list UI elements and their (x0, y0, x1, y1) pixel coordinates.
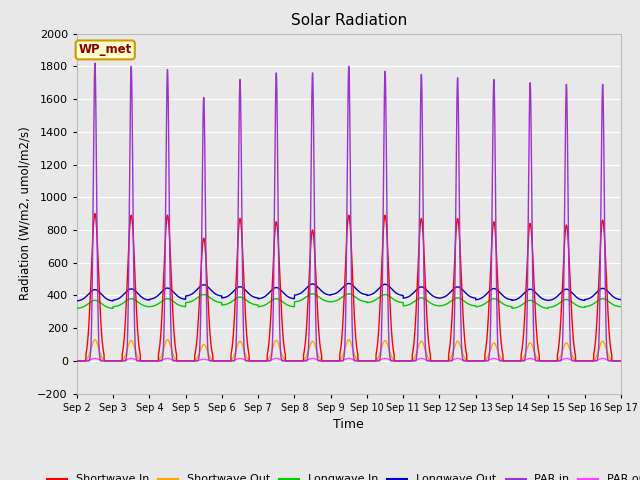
Title: Solar Radiation: Solar Radiation (291, 13, 407, 28)
X-axis label: Time: Time (333, 418, 364, 431)
Legend: Shortwave In, Shortwave Out, Longwave In, Longwave Out, PAR in, PAR out: Shortwave In, Shortwave Out, Longwave In… (43, 470, 640, 480)
Text: WP_met: WP_met (79, 43, 132, 57)
Y-axis label: Radiation (W/m2, umol/m2/s): Radiation (W/m2, umol/m2/s) (19, 127, 32, 300)
